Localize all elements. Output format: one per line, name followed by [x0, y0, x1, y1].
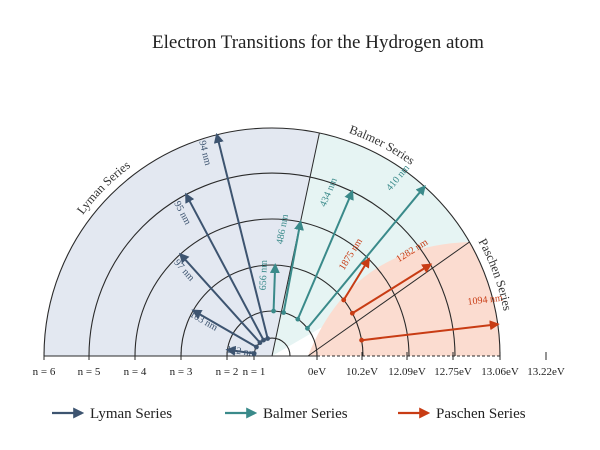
transition-origin-dot-lyman-n4 [257, 340, 263, 346]
transition-label-lyman-n2: 122 nm [226, 344, 258, 359]
tick-label-left-2: n = 4 [124, 366, 147, 378]
transition-origin-dot-paschen-n5 [349, 310, 355, 316]
transition-arrow-lyman-n4 [178, 252, 261, 344]
transition-label-balmer-n3: 656 nm [258, 260, 270, 291]
chart-title: Electron Transitions for the Hydrogen at… [152, 32, 484, 53]
series-sectors [44, 127, 500, 356]
transition-arrow-balmer-n3 [269, 263, 280, 312]
tick-label-right-1: 10.2eV [346, 366, 378, 378]
transition-origin-dot-lyman-n2 [251, 351, 257, 356]
transition-arrow-lyman-n5 [185, 192, 265, 341]
tick-label-right-0: 0eV [308, 366, 326, 378]
legend-item-balmer: Balmer Series [225, 406, 348, 422]
transition-origin-dot-paschen-n4 [341, 297, 347, 303]
lyman-sector [44, 127, 320, 356]
energy-level-arc-n4 [134, 218, 410, 357]
transition-origin-dot-balmer-n5 [295, 316, 301, 322]
transition-label-balmer-n4: 486 nm [275, 213, 291, 245]
transition-origin-dot-balmer-n3 [271, 308, 276, 314]
tick-label-right-4: 13.06eV [481, 366, 519, 378]
transition-arrow-lyman-n6 [213, 132, 269, 339]
transition-origin-dot-balmer-n4 [281, 310, 287, 315]
transition-origin-dot-lyman-n5 [261, 337, 266, 343]
tick-label-right-3: 12.75eV [434, 366, 472, 378]
transition-arrow-paschen-n5 [351, 263, 433, 315]
energy-level-arc-n5 [88, 172, 456, 357]
tick-label-right-5: 13.22eV [527, 366, 565, 378]
transition-arrow-paschen-n4 [342, 257, 370, 301]
tick-label-left-5: n = 1 [243, 366, 266, 378]
legend: Lyman Series Balmer Series Paschen Serie… [52, 406, 526, 422]
tick-label-right-2: 12.09eV [388, 366, 426, 378]
energy-level-arc-n6 [43, 127, 501, 357]
legend-item-paschen: Paschen Series [398, 406, 526, 422]
tick-label-left-1: n = 5 [78, 366, 101, 378]
tick-label-left-3: n = 3 [170, 366, 193, 378]
transition-origin-dot-lyman-n3 [254, 344, 259, 350]
transition-arrow-balmer-n5 [296, 189, 354, 320]
legend-lyman-label: Lyman Series [90, 406, 172, 422]
transition-arrow-lyman-n2 [225, 345, 255, 356]
legend-balmer-label: Balmer Series [263, 406, 348, 422]
transition-arrow-lyman-n3 [191, 309, 257, 348]
balmer-divider-line [307, 241, 470, 357]
tick-label-left-4: n = 2 [216, 366, 239, 378]
legend-paschen-label: Paschen Series [436, 406, 526, 422]
transition-arrow-paschen-n6 [361, 320, 500, 342]
legend-item-lyman: Lyman Series [52, 406, 172, 422]
transition-origin-dot-paschen-n6 [359, 337, 365, 343]
transition-origin-dot-lyman-n6 [265, 336, 271, 341]
paschen-sector [308, 242, 500, 356]
transition-label-paschen-n6: 1094 nm [467, 293, 504, 308]
transition-origin-dot-balmer-n6 [305, 325, 310, 331]
baseline-axis: n = 6 n = 5 n = 4 n = 3 n = 2 n = 1 0eV 10.2eV 1… [33, 352, 565, 378]
transition-arrow-balmer-n4 [282, 220, 304, 313]
tick-label-left-0: n = 6 [33, 366, 56, 378]
